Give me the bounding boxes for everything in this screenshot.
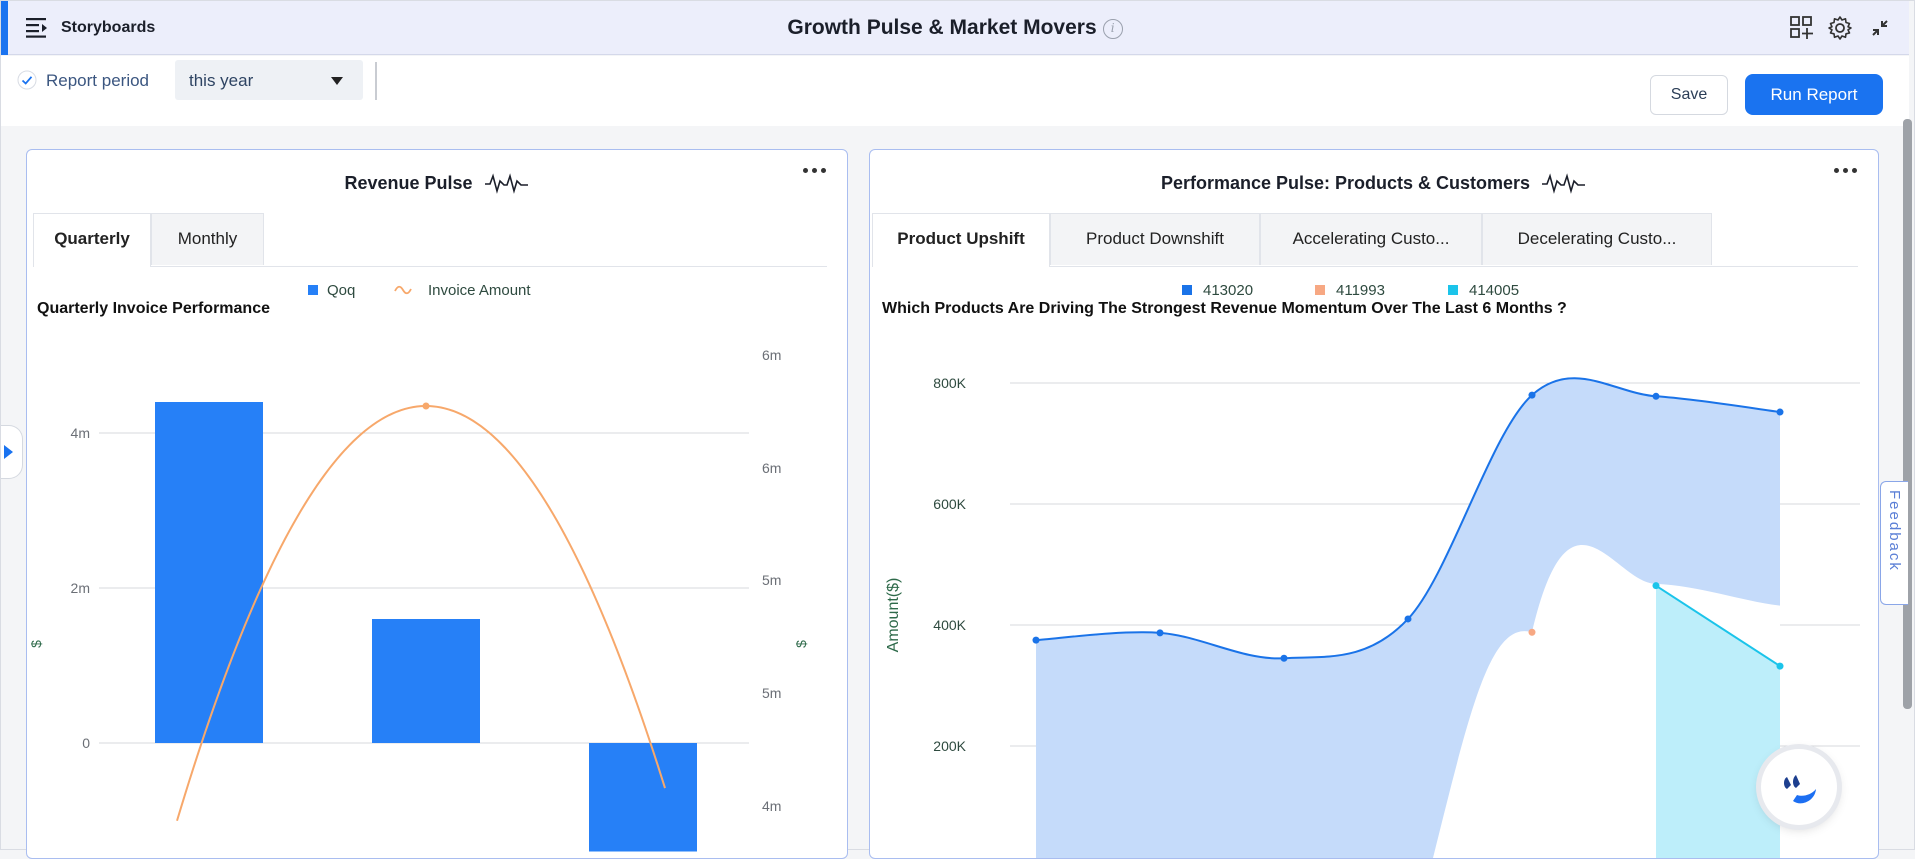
tab-decelerating-customers[interactable]: Decelerating Custo... [1482, 213, 1712, 265]
menu-icon[interactable] [25, 16, 49, 38]
report-period-select[interactable]: this year [175, 60, 363, 100]
legend-swatch-411993 [1315, 285, 1325, 295]
performance-pulse-panel: Performance Pulse: Products & Customers … [869, 149, 1879, 859]
y-tick-label: 400K [933, 617, 966, 633]
legend-swatch-qoq [308, 285, 318, 295]
point-413020 [1776, 408, 1784, 416]
feedback-tab[interactable]: Feedback [1880, 481, 1908, 605]
point-413020 [1652, 392, 1660, 400]
legend-label-411993: 411993 [1336, 282, 1385, 299]
tab-product-upshift[interactable]: Product Upshift [872, 213, 1050, 267]
tab-monthly[interactable]: Monthly [151, 213, 264, 265]
caret-right-icon [4, 445, 13, 459]
panel-title-text: Performance Pulse: Products & Customers [1160, 173, 1531, 193]
legend-label-413020: 413020 [1203, 282, 1253, 299]
pulse-icon [484, 173, 528, 194]
chat-bubble-icon[interactable] [1761, 749, 1837, 825]
add-widget-icon[interactable] [1789, 15, 1815, 41]
filter-divider [375, 62, 377, 100]
page-title: Growth Pulse & Market Movers i [1, 16, 1909, 40]
y-tick-label: 0 [82, 735, 90, 751]
report-period-check-icon[interactable] [17, 70, 37, 90]
point-413020 [1528, 391, 1536, 399]
y-axis-label: $ [28, 640, 44, 648]
point-413020 [1280, 654, 1288, 662]
y-tick-label: 800K [933, 375, 966, 391]
y-tick-label: 2m [71, 580, 90, 596]
bar-qoq [372, 619, 480, 743]
point-414005 [1776, 662, 1784, 670]
feedback-label: Feedback [1886, 490, 1903, 572]
filter-bar: Report period this year Save Run Report [1, 56, 1909, 126]
point-413020 [1032, 636, 1040, 644]
top-bar: Storyboards Growth Pulse & Market Movers… [1, 1, 1909, 55]
tab-product-downshift[interactable]: Product Downshift [1050, 213, 1260, 265]
save-button[interactable]: Save [1650, 75, 1728, 115]
page-title-text: Growth Pulse & Market Movers [787, 16, 1097, 39]
panel-title-text: Revenue Pulse [344, 173, 473, 193]
product-momentum-chart: 413020 411993 414005 800K 600K 400K 200K Amount… [885, 282, 1860, 858]
legend-swatch-414005 [1448, 285, 1458, 295]
revenue-pulse-panel: Revenue Pulse Quarterly Monthly Quarterl… [26, 149, 848, 859]
more-options-icon[interactable] [1834, 166, 1858, 176]
chart-title: Which Products Are Driving The Strongest… [882, 300, 1567, 317]
y2-tick-label: 4m [762, 798, 781, 814]
legend-label-invoice: Invoice Amount [428, 282, 531, 299]
pulse-icon [1542, 173, 1586, 194]
panel-title: Performance Pulse: Products & Customers [870, 172, 1878, 194]
y2-tick-label: 6m [762, 460, 781, 476]
info-icon[interactable]: i [1102, 19, 1123, 39]
right-tab-bar: Product Upshift Product Downshift Accele… [872, 213, 1858, 267]
y2-tick-label: 6m [762, 347, 781, 363]
y2-tick-label: 5m [762, 685, 781, 701]
legend-label-qoq: Qoq [327, 282, 355, 299]
panel-title: Revenue Pulse [27, 172, 847, 194]
brand-label[interactable]: Storyboards [61, 19, 156, 36]
area-414005 [1656, 585, 1780, 858]
more-options-icon[interactable] [803, 166, 827, 176]
bar-qoq [589, 743, 697, 852]
y-axis-label: Amount($) [885, 578, 902, 653]
point-invoice-amount [422, 402, 430, 410]
report-period-label: Report period [46, 71, 150, 90]
collapse-icon[interactable] [1867, 15, 1893, 41]
point-411993 [1528, 628, 1536, 636]
point-414005 [1652, 582, 1660, 590]
point-413020 [1156, 629, 1164, 637]
y2-tick-label: 5m [762, 572, 781, 588]
left-tab-bar: Quarterly Monthly [33, 213, 827, 267]
bar-qoq [155, 402, 263, 743]
legend-swatch-invoice [394, 285, 412, 295]
top-bar-accent [1, 1, 8, 55]
tab-accelerating-customers[interactable]: Accelerating Custo... [1260, 213, 1482, 265]
y-tick-label: 4m [71, 425, 90, 441]
report-period-value: this year [189, 71, 254, 90]
line-invoice-amount [176, 405, 666, 822]
gear-icon[interactable] [1827, 15, 1853, 41]
quarterly-invoice-chart: Qoq Invoice Amount 4m 2m 0 6m 6m 5m 5m 4m $ $ [28, 282, 809, 852]
expand-sidebar-handle[interactable] [1, 425, 23, 479]
tab-quarterly[interactable]: Quarterly [33, 213, 151, 267]
chart-title: Quarterly Invoice Performance [37, 300, 270, 317]
y-tick-label: 200K [933, 738, 966, 754]
y-tick-label: 600K [933, 496, 966, 512]
legend-label-414005: 414005 [1469, 282, 1519, 299]
caret-down-icon [331, 77, 343, 85]
line-414005 [1655, 584, 1781, 667]
point-413020 [1404, 615, 1412, 623]
y2-axis-label: $ [793, 640, 809, 648]
page-scrollbar[interactable] [1903, 119, 1912, 709]
run-report-button[interactable]: Run Report [1745, 74, 1883, 115]
legend-swatch-413020 [1182, 285, 1192, 295]
